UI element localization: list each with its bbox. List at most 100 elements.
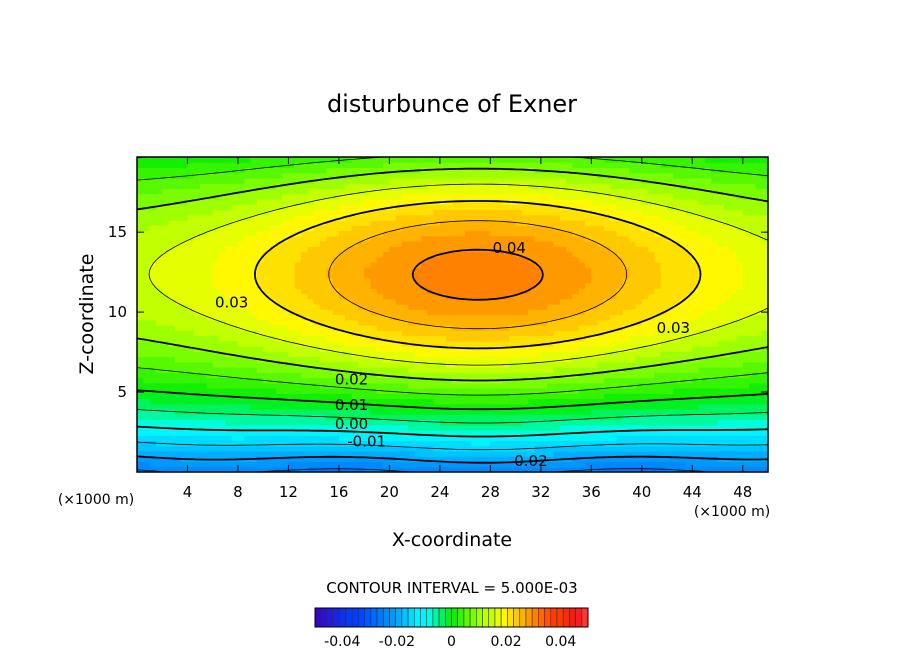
field-cell xyxy=(319,403,327,410)
field-cell xyxy=(345,440,353,447)
field-cell xyxy=(187,193,195,200)
field-cell xyxy=(610,262,618,268)
field-cell xyxy=(212,435,220,442)
field-cell xyxy=(610,456,618,463)
field-cell xyxy=(187,272,195,279)
field-cell xyxy=(351,456,359,463)
field-cell xyxy=(534,445,542,452)
field-cell xyxy=(212,314,220,321)
field-cell xyxy=(162,335,170,342)
field-cell xyxy=(616,293,624,300)
field-cell xyxy=(597,230,605,237)
field-cell xyxy=(402,272,409,279)
field-cell xyxy=(553,340,561,347)
field-cell xyxy=(414,298,422,305)
field-cell xyxy=(168,204,176,211)
field-cell xyxy=(231,466,239,472)
field-cell xyxy=(585,214,592,221)
field-cell xyxy=(528,241,536,247)
field-cell xyxy=(622,424,630,431)
field-cell xyxy=(578,304,586,310)
field-cell xyxy=(521,214,529,221)
field-cell xyxy=(206,435,214,442)
field-cell xyxy=(641,188,649,195)
field-cell xyxy=(326,440,334,447)
field-cell xyxy=(395,330,403,337)
field-cell xyxy=(137,214,144,221)
field-cell xyxy=(629,466,637,472)
field-cell xyxy=(465,251,473,258)
field-cell xyxy=(420,414,428,421)
field-cell xyxy=(452,204,460,211)
field-cell xyxy=(477,430,485,436)
field-cell xyxy=(137,346,144,352)
field-cell xyxy=(465,225,473,232)
field-cell xyxy=(622,235,630,242)
field-cell xyxy=(376,403,384,410)
field-cell xyxy=(496,220,504,226)
field-cell xyxy=(307,309,315,316)
field-cell xyxy=(338,393,346,400)
field-cell xyxy=(181,204,189,211)
field-cell xyxy=(648,167,656,174)
field-cell xyxy=(622,419,630,426)
field-cell xyxy=(515,382,523,389)
field-cell xyxy=(566,288,573,295)
field-cell xyxy=(338,172,346,179)
field-cell xyxy=(597,393,605,400)
field-cell xyxy=(149,335,157,342)
field-cell xyxy=(402,230,409,237)
field-cell xyxy=(313,277,321,284)
field-cell xyxy=(395,351,403,358)
field-cell xyxy=(162,204,170,211)
field-cell xyxy=(231,367,239,373)
field-cell xyxy=(370,188,378,195)
field-cell xyxy=(395,398,403,405)
field-cell xyxy=(603,325,611,331)
field-cell xyxy=(383,167,390,174)
field-cell xyxy=(181,178,189,184)
field-cell xyxy=(559,235,567,242)
field-cell xyxy=(465,335,473,342)
field-cell xyxy=(471,262,479,268)
field-cell xyxy=(219,346,226,352)
field-cell xyxy=(168,283,176,289)
field-cell xyxy=(477,193,485,200)
field-cell xyxy=(143,430,151,436)
field-cell xyxy=(616,325,624,331)
field-cell xyxy=(244,277,252,284)
field-cell xyxy=(528,367,536,373)
field-cell xyxy=(465,314,473,321)
field-cell xyxy=(168,262,176,268)
field-cell xyxy=(250,246,258,253)
field-cell xyxy=(427,361,435,368)
field-cell xyxy=(547,435,555,442)
field-cell xyxy=(578,220,586,226)
field-cell xyxy=(181,230,189,237)
field-cell xyxy=(622,241,630,247)
field-cell xyxy=(578,456,586,463)
field-cell xyxy=(187,220,195,226)
field-cell xyxy=(389,225,397,232)
field-cell xyxy=(484,235,491,242)
field-cell xyxy=(591,277,599,284)
field-cell xyxy=(553,162,561,169)
field-cell xyxy=(288,456,296,463)
field-cell xyxy=(288,325,296,331)
field-cell xyxy=(338,267,346,274)
field-cell xyxy=(174,167,182,174)
field-cell xyxy=(603,356,611,363)
field-cell xyxy=(566,466,573,472)
field-cell xyxy=(319,288,327,295)
field-cell xyxy=(225,298,233,305)
field-cell xyxy=(149,209,157,216)
field-cell xyxy=(370,456,378,463)
field-cell xyxy=(288,330,296,337)
field-cell xyxy=(275,377,283,384)
field-cell xyxy=(149,430,157,436)
field-cell xyxy=(187,241,195,247)
field-cell xyxy=(219,167,226,174)
field-cell xyxy=(509,225,517,232)
field-cell xyxy=(269,388,277,394)
field-cell xyxy=(143,293,151,300)
